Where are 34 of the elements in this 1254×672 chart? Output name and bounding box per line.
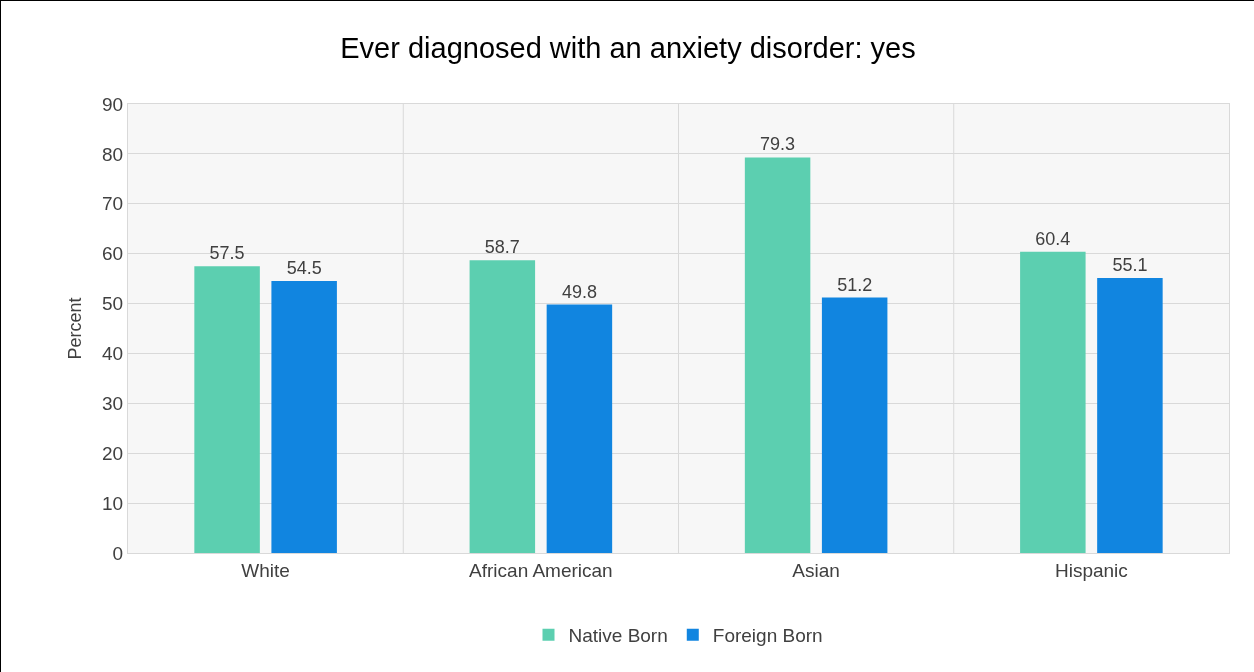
x-tick-label: African American <box>469 559 613 581</box>
bar <box>546 304 613 553</box>
chart-title: Ever diagnosed with an anxiety disorder: yes <box>340 32 916 65</box>
x-tick-label: White <box>241 559 290 581</box>
data-label: 55.1 <box>1112 255 1148 276</box>
y-tick-label: 90 <box>102 93 124 115</box>
data-label: 51.2 <box>837 274 873 295</box>
bar <box>744 157 811 553</box>
bar <box>1020 251 1086 553</box>
y-tick-label: 40 <box>102 343 124 365</box>
bar <box>821 297 888 553</box>
y-tick-label: 0 <box>112 542 124 564</box>
legend-label: Native Born <box>568 625 668 647</box>
data-label: 54.5 <box>286 258 322 279</box>
y-tick-label: 30 <box>102 392 124 414</box>
y-tick-label: 60 <box>102 243 124 265</box>
data-label: 58.7 <box>484 237 520 258</box>
bar <box>194 266 260 553</box>
bar <box>271 281 337 553</box>
y-tick-label: 80 <box>102 143 124 165</box>
data-label: 60.4 <box>1035 228 1071 249</box>
x-tick-label: Hispanic <box>1054 559 1128 581</box>
y-tick-label: 70 <box>102 193 124 215</box>
bar <box>469 260 536 553</box>
x-tick-label: Asian <box>792 559 840 581</box>
legend-label: Foreign Born <box>712 625 823 647</box>
bar <box>1097 278 1163 553</box>
y-tick-label: 50 <box>102 293 124 315</box>
data-label: 79.3 <box>760 134 796 155</box>
y-tick-label: 20 <box>102 442 124 464</box>
y-axis-title: Percent <box>65 297 86 360</box>
y-tick-label: 10 <box>102 492 124 514</box>
data-label: 49.8 <box>561 281 597 302</box>
data-label: 57.5 <box>209 243 245 264</box>
